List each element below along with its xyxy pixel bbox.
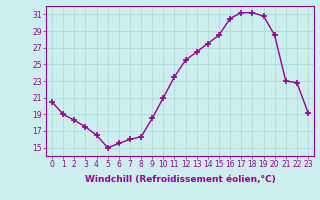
- X-axis label: Windchill (Refroidissement éolien,°C): Windchill (Refroidissement éolien,°C): [84, 175, 276, 184]
